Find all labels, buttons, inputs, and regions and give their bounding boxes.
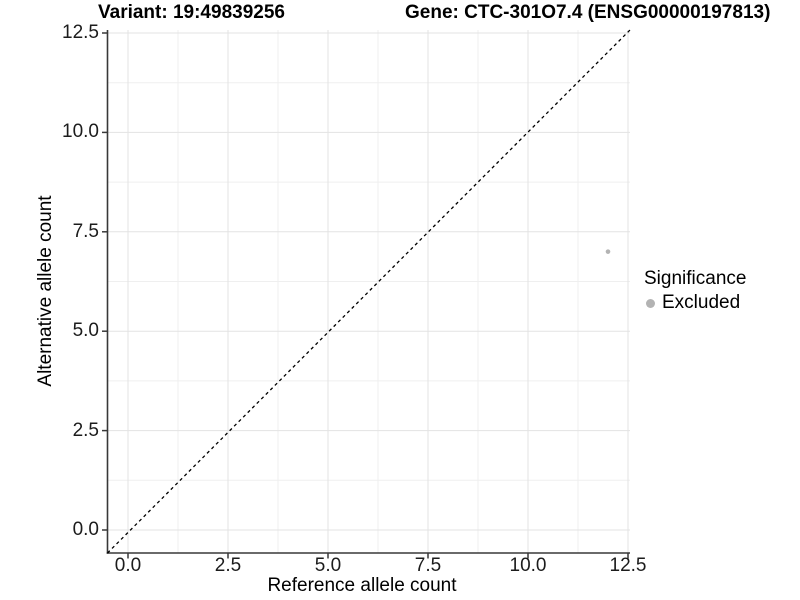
y-tick-label: 2.5 [72, 419, 99, 441]
y-tick-label: 5.0 [72, 320, 99, 342]
y-tick-label: 10.0 [62, 121, 99, 143]
x-tick-label: 7.5 [414, 555, 442, 576]
y-tick-label: 7.5 [72, 220, 99, 242]
legend-entry-excluded: Excluded [646, 292, 746, 314]
legend: Significance Excluded [644, 268, 746, 314]
identity-dashed-line [107, 29, 631, 554]
x-tick-label: 5.0 [314, 555, 342, 576]
x-axis-title: Reference allele count [267, 575, 457, 596]
x-tick-label: 12.5 [609, 555, 647, 576]
x-tick-label: 10.0 [509, 555, 547, 576]
x-tick-label: 0.0 [114, 555, 142, 576]
legend-entry-label: Excluded [662, 292, 741, 313]
data-point [605, 249, 611, 254]
y-tick-label: 0.0 [72, 519, 99, 540]
plot-title-variant: Variant: 19:49839256 [98, 2, 285, 23]
plot-title-gene: Gene: CTC-301O7.4 (ENSG00000197813) [405, 2, 771, 23]
legend-title: Significance [644, 268, 747, 289]
legend-key-dot [646, 298, 655, 308]
y-axis-title: Alternative allele count [35, 195, 56, 387]
x-tick-label: 2.5 [214, 555, 242, 576]
y-tick-label: 12.5 [62, 22, 99, 43]
